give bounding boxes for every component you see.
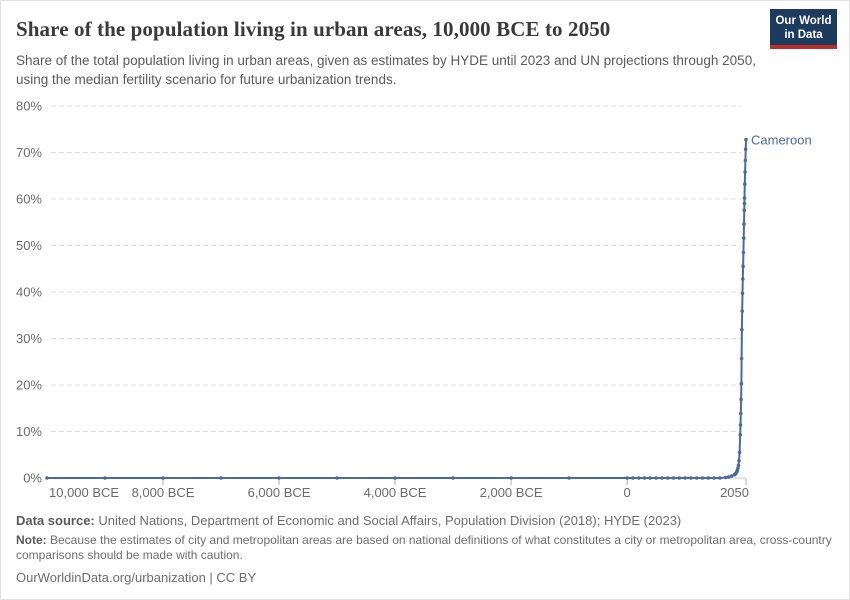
data-source-line: Data source: United Nations, Department …: [16, 512, 841, 530]
data-point: [741, 277, 745, 281]
data-point: [694, 476, 699, 480]
data-point: [729, 474, 734, 478]
data-point: [740, 327, 744, 332]
data-point: [654, 476, 658, 480]
data-point: [741, 264, 745, 269]
data-point: [737, 450, 742, 455]
data-point: [737, 459, 741, 463]
data-point: [743, 158, 748, 163]
y-axis-label: 40%: [16, 285, 42, 300]
data-point: [625, 476, 629, 480]
x-axis-label: 2050: [720, 485, 749, 500]
y-axis-label: 70%: [16, 145, 42, 160]
data-point: [741, 236, 746, 240]
data-point: [742, 201, 747, 206]
data-point: [736, 466, 740, 471]
data-point: [738, 433, 742, 437]
data-point: [161, 476, 165, 480]
data-point: [742, 208, 747, 212]
chart-footer: Data source: United Nations, Department …: [16, 512, 841, 585]
x-axis-label: 6,000 BCE: [248, 485, 311, 500]
data-point: [393, 476, 397, 480]
data-point: [739, 397, 743, 402]
data-source-label: Data source:: [16, 513, 95, 528]
credit-link[interactable]: OurWorldinData.org/urbanization | CC BY: [16, 570, 257, 586]
entity-label-cameroon[interactable]: Cameroon: [751, 132, 812, 147]
y-axis-label: 30%: [16, 331, 42, 346]
data-point: [451, 476, 455, 480]
data-point: [739, 381, 744, 386]
data-point: [689, 476, 693, 480]
x-axis-label: 10,000 BCE: [49, 485, 119, 500]
data-point: [739, 356, 744, 361]
y-axis-label: 80%: [16, 99, 42, 114]
data-point: [743, 182, 747, 186]
data-point: [744, 137, 748, 142]
data-point: [740, 291, 745, 296]
data-point: [631, 476, 635, 480]
data-point: [103, 476, 107, 480]
owid-logo-line2: in Data: [784, 29, 823, 42]
data-point: [45, 476, 49, 480]
data-point: [741, 250, 746, 255]
x-axis-label: 8,000 BCE: [132, 485, 195, 500]
owid-logo[interactable]: Our World in Data: [770, 9, 837, 49]
owid-logo-line1: Our World: [775, 15, 832, 27]
y-axis-label: 60%: [16, 192, 42, 207]
data-point: [743, 147, 748, 151]
data-point: [700, 476, 705, 480]
data-point: [509, 476, 513, 480]
data-point: [742, 196, 747, 200]
data-point: [683, 476, 687, 480]
y-axis-label: 20%: [16, 378, 42, 393]
data-point: [706, 476, 711, 480]
y-axis-label: 10%: [16, 424, 42, 439]
data-point: [335, 476, 339, 480]
data-point: [671, 476, 676, 480]
note-line: Note: Because the estimates of city and …: [16, 533, 834, 565]
data-point: [742, 222, 746, 226]
data-source-text: United Nations, Department of Economic a…: [94, 513, 682, 528]
data-point: [677, 476, 682, 480]
data-point: [738, 423, 743, 427]
note-text: Because the estimates of city and metrop…: [16, 532, 832, 563]
data-point: [660, 476, 664, 480]
note-label: Note:: [16, 532, 47, 547]
data-point: [740, 309, 744, 313]
data-point: [723, 475, 728, 480]
data-point: [665, 476, 670, 480]
x-axis-label: 0: [623, 485, 630, 500]
data-point: [712, 476, 716, 480]
chart-title: Share of the population living in urban …: [16, 17, 611, 41]
x-axis-label: 4,000 BCE: [364, 485, 427, 500]
y-axis-label: 50%: [16, 238, 42, 253]
x-axis-label: 2,000 BCE: [480, 485, 543, 500]
y-axis-label: 0%: [23, 471, 42, 486]
chart-subtitle: Share of the total population living in …: [16, 53, 756, 87]
data-point: [648, 476, 653, 480]
data-point: [726, 475, 731, 479]
data-point: [567, 476, 571, 480]
series-line-cameroon[interactable]: [46, 138, 747, 479]
data-point: [636, 476, 641, 480]
data-point: [277, 476, 281, 480]
data-point: [642, 476, 647, 480]
data-point: [739, 411, 743, 416]
data-point: [219, 476, 223, 480]
data-point: [718, 476, 722, 480]
data-point: [743, 170, 747, 174]
data-point: [736, 463, 741, 468]
